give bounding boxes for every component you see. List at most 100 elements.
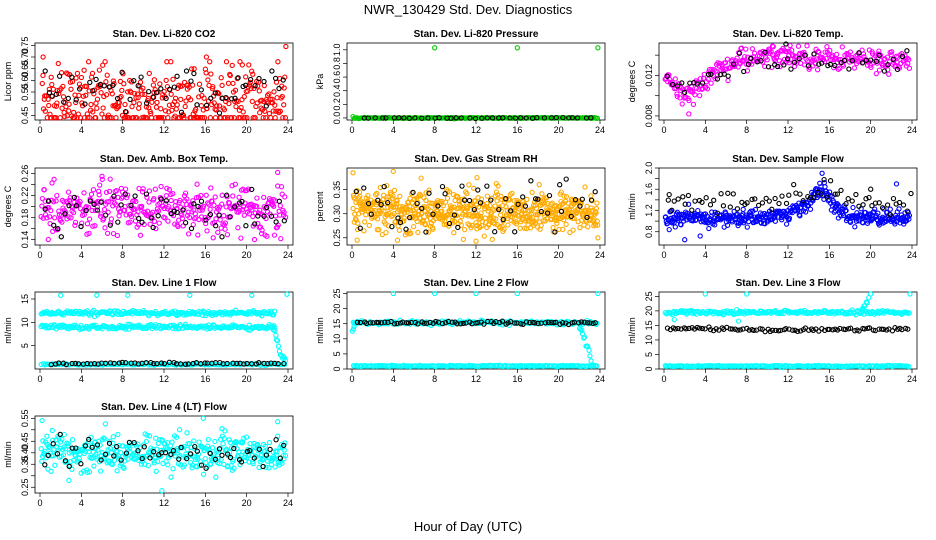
y-tick-label: 0.012 <box>644 64 654 87</box>
data-point <box>85 115 91 121</box>
data-point <box>251 85 257 92</box>
data-point <box>59 219 65 225</box>
x-tick-label: 12 <box>471 125 481 135</box>
x-tick-label: 4 <box>391 250 396 260</box>
data-point <box>108 216 115 222</box>
data-point <box>807 206 814 212</box>
data-point <box>686 97 692 104</box>
data-point <box>281 85 287 91</box>
y-axis-label: Licor ppm <box>3 62 13 102</box>
data-point <box>216 103 223 109</box>
y-tick-label: 0.4 <box>332 84 342 97</box>
data-point <box>163 95 169 102</box>
data-series-2 <box>42 68 286 116</box>
data-point <box>488 212 494 218</box>
data-point <box>886 71 892 77</box>
data-point <box>39 195 46 202</box>
data-point <box>172 95 179 101</box>
data-series-2 <box>38 321 278 333</box>
y-axis-label: kPa <box>315 74 325 90</box>
data-point <box>103 92 110 98</box>
x-tick-label: 16 <box>200 374 210 384</box>
x-tick-label: 20 <box>866 250 876 260</box>
data-point <box>135 209 141 215</box>
data-point <box>439 208 445 214</box>
data-point <box>444 195 451 201</box>
data-point <box>852 224 858 230</box>
data-point <box>749 46 756 52</box>
data-point <box>198 192 204 199</box>
x-tick-label: 0 <box>37 498 42 508</box>
data-point <box>463 212 469 218</box>
data-point <box>534 115 540 121</box>
x-tick-label: 8 <box>744 125 749 135</box>
data-series-1 <box>38 291 290 320</box>
data-point <box>44 215 50 221</box>
data-point <box>183 68 190 74</box>
data-point <box>467 115 473 121</box>
data-point <box>464 190 470 197</box>
data-point <box>117 95 123 101</box>
data-point <box>196 81 203 87</box>
data-point <box>179 212 185 218</box>
plot-frame <box>346 42 606 121</box>
x-tick-label: 0 <box>37 374 42 384</box>
data-point <box>256 79 262 85</box>
x-tick-label: 20 <box>554 250 564 260</box>
data-series-2 <box>662 362 912 371</box>
data-point <box>121 81 127 87</box>
data-point <box>232 95 238 101</box>
data-point <box>890 56 896 62</box>
x-tick-label: 12 <box>471 250 481 260</box>
data-point <box>451 230 457 236</box>
data-point <box>84 221 91 227</box>
x-tick-label: 0 <box>37 250 42 260</box>
data-point <box>354 237 360 243</box>
data-point <box>868 186 874 192</box>
data-point <box>127 96 133 103</box>
data-point <box>212 115 219 121</box>
data-point <box>131 99 137 106</box>
data-point <box>908 190 914 197</box>
data-point <box>811 51 817 57</box>
data-point <box>49 427 55 434</box>
data-point <box>742 54 748 60</box>
data-point <box>541 115 548 121</box>
data-point <box>177 197 183 204</box>
x-tick-label: 16 <box>512 250 522 260</box>
data-point <box>279 93 285 100</box>
data-point <box>236 194 242 200</box>
data-point <box>259 227 265 233</box>
data-point <box>714 76 721 82</box>
data-point <box>539 191 545 197</box>
data-point <box>819 60 825 66</box>
data-point <box>868 64 874 71</box>
data-point <box>674 83 681 89</box>
data-point <box>242 115 248 121</box>
data-point <box>109 91 115 97</box>
data-point <box>708 80 714 86</box>
data-point <box>689 207 695 213</box>
data-point <box>282 115 289 121</box>
data-point <box>102 225 108 231</box>
data-point <box>68 86 74 92</box>
data-point <box>827 178 834 184</box>
data-point <box>239 62 245 68</box>
data-point <box>104 230 111 236</box>
data-point <box>692 92 698 98</box>
data-point <box>520 194 526 200</box>
data-point <box>275 169 281 176</box>
data-point <box>99 173 105 179</box>
x-tick-label: 24 <box>283 125 293 135</box>
data-point <box>888 52 894 58</box>
data-point <box>125 89 131 95</box>
data-point <box>357 193 363 199</box>
data-point <box>272 102 278 108</box>
data-point <box>227 214 233 220</box>
data-point <box>679 101 685 107</box>
data-point <box>765 64 772 70</box>
data-point <box>851 65 858 71</box>
data-point <box>249 186 255 193</box>
y-tick-label: 10 <box>20 317 30 327</box>
data-point <box>391 211 397 217</box>
